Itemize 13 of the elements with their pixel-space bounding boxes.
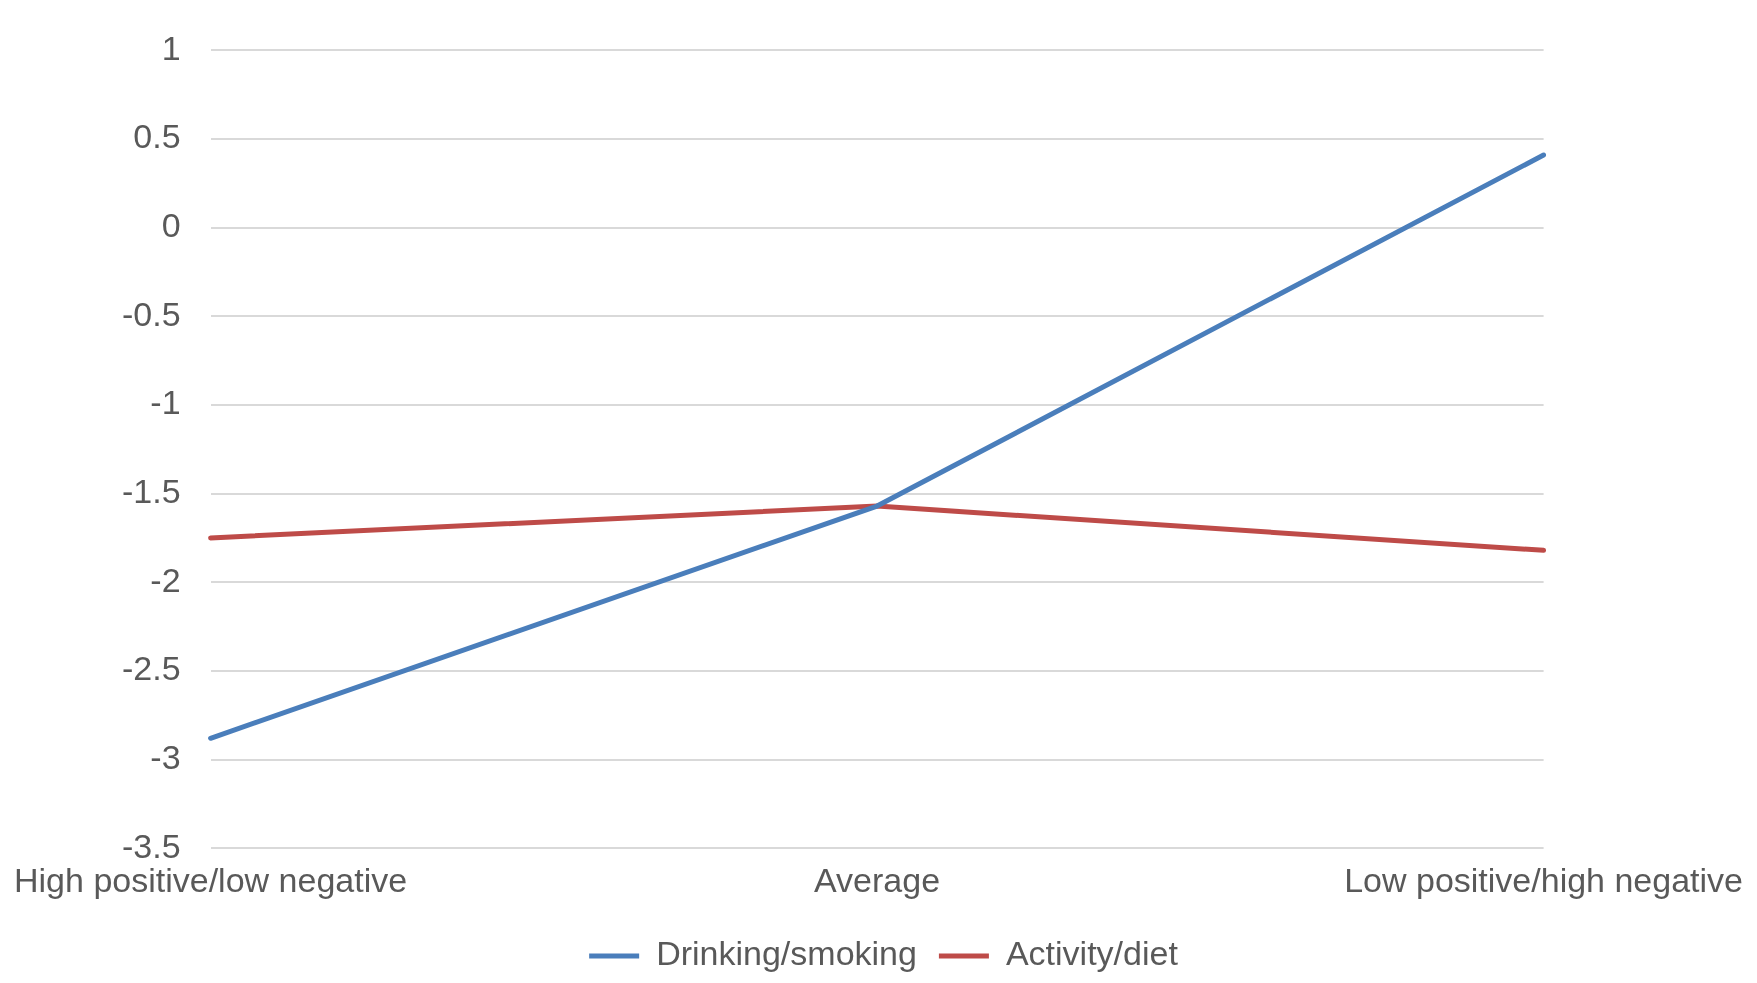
x-tick-label: Low positive/high negative (1344, 860, 1743, 899)
y-tick-label: -2 (150, 560, 181, 599)
y-tick-label: 0 (161, 206, 181, 245)
y-tick-label: 1 (161, 28, 181, 67)
y-tick-label: -3 (150, 737, 181, 776)
x-tick-label: Average (814, 860, 941, 899)
y-tick-label: -1 (150, 383, 181, 422)
y-tick-label: 0.5 (133, 117, 181, 156)
legend-label: Drinking/smoking (656, 934, 917, 973)
y-tick-label: -2.5 (121, 649, 181, 688)
legend-label: Activity/diet (1005, 934, 1179, 973)
y-tick-label: -1.5 (121, 472, 181, 510)
y-tick-label: -0.5 (121, 294, 181, 333)
